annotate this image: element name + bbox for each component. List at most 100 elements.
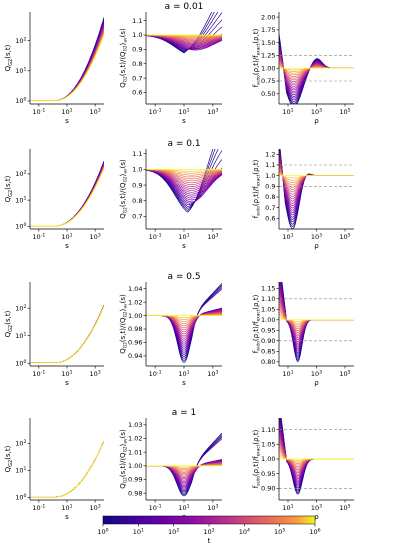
- series-line: [30, 167, 104, 227]
- series-line: [30, 29, 104, 101]
- series-line: [30, 305, 104, 364]
- series-line: [30, 305, 104, 364]
- series-line: [280, 418, 354, 491]
- series-group: [30, 440, 104, 498]
- series-group: [279, 282, 354, 363]
- series-line: [30, 168, 104, 227]
- series-line: [279, 149, 354, 228]
- x-tick-label: 10-1: [149, 503, 162, 512]
- x-tick-label: 10-1: [149, 369, 162, 378]
- x-tick-label: 103: [207, 107, 218, 116]
- series-line: [30, 163, 104, 227]
- row-title: a = 1: [172, 408, 197, 418]
- colorbar-tick-label: 106: [309, 527, 320, 536]
- y-tick-label: 0.95: [261, 327, 275, 335]
- x-axis-label: s: [182, 242, 186, 250]
- series-line: [280, 418, 354, 495]
- series-line: [30, 164, 104, 227]
- series-line: [30, 304, 104, 364]
- y-tick-label: 0.6: [265, 215, 275, 223]
- series-line: [146, 284, 222, 362]
- y-tick-label: 1.25: [261, 52, 275, 60]
- series-group: [279, 418, 354, 495]
- series-line: [30, 305, 104, 364]
- series-line: [30, 26, 104, 101]
- series-line: [30, 440, 104, 498]
- colorbar: 100 101 102 103 104 105 106 t: [97, 515, 321, 545]
- colorbar-tick-label: 104: [239, 527, 250, 536]
- y-tick-label: 1.0: [265, 172, 275, 180]
- y-tick-label: 101: [15, 66, 26, 75]
- series-line: [30, 161, 104, 227]
- series-line: [30, 305, 104, 364]
- series-group: [146, 149, 222, 213]
- y-tick-label: 1.01: [128, 448, 142, 456]
- y-tick-label: 0.80: [261, 358, 275, 366]
- series-line: [281, 282, 354, 361]
- y-axis-label: fauto(ρ,t)/fexact(ρ,t): [252, 28, 262, 87]
- y-axis-label: fauto(ρ,t)/fexact(ρ,t): [252, 429, 262, 488]
- y-tick-label: 0.7: [132, 213, 142, 221]
- x-axis-label: s: [65, 513, 69, 521]
- colorbar-gradient: [102, 515, 316, 525]
- x-axis-label: s: [65, 379, 69, 387]
- series-line: [30, 440, 104, 498]
- y-tick-label: 1.0: [132, 31, 142, 39]
- x-tick-label: 10-1: [149, 232, 162, 241]
- colorbar-tick-label: 101: [133, 527, 144, 536]
- series-line: [280, 418, 354, 494]
- series-line: [30, 440, 104, 498]
- series-line: [30, 305, 104, 364]
- series-line: [30, 440, 104, 498]
- series-line: [279, 289, 354, 341]
- x-axis-label: ρ: [314, 117, 319, 125]
- x-tick-label: 101: [282, 107, 293, 116]
- y-tick-label: 100: [15, 493, 26, 502]
- x-tick-label: 101: [61, 369, 72, 378]
- panel-r3-c2: 101 103 105 0.90 0.95 1.00 1.05 1.10 ρ fauto(ρ,t)…: [252, 418, 354, 521]
- colorbar-label: t: [208, 537, 211, 545]
- series-line: [279, 286, 354, 343]
- series-line: [30, 164, 104, 227]
- series-line: [30, 167, 104, 227]
- x-tick-label: 101: [178, 232, 189, 241]
- x-axis-label: ρ: [314, 513, 319, 521]
- series-line: [30, 440, 104, 498]
- y-tick-label: 1.15: [261, 285, 275, 293]
- x-axis-label: ρ: [314, 379, 319, 387]
- series-line: [30, 162, 104, 227]
- series-line: [30, 440, 104, 498]
- y-tick-label: 1.50: [261, 39, 275, 47]
- y-tick-label: 0.90: [261, 484, 275, 492]
- x-tick-label: 10-1: [32, 503, 45, 512]
- x-tick-label: 101: [178, 369, 189, 378]
- series-line: [279, 33, 354, 104]
- series-line: [280, 282, 354, 354]
- series-line: [30, 440, 104, 498]
- series-line: [279, 418, 354, 486]
- x-axis-label: ρ: [314, 242, 319, 250]
- y-tick-label: 1.02: [128, 298, 142, 306]
- x-tick-label: 103: [89, 107, 100, 116]
- series-line: [30, 166, 104, 227]
- y-tick-label: 1.00: [128, 312, 142, 320]
- y-tick-label: 0.7: [265, 204, 275, 212]
- series-line: [30, 305, 104, 364]
- series-line: [279, 284, 354, 344]
- series-line: [30, 305, 104, 364]
- x-tick-label: 103: [89, 369, 100, 378]
- series-line: [280, 418, 354, 492]
- series-line: [279, 172, 354, 181]
- series-line: [279, 294, 354, 337]
- series-line: [30, 166, 104, 227]
- y-tick-label: 1.0: [132, 166, 142, 174]
- series-group: [146, 283, 222, 364]
- series-line: [30, 305, 104, 364]
- series-line: [30, 305, 104, 364]
- series-line: [279, 157, 354, 202]
- y-tick-label: 0.94: [128, 352, 142, 360]
- series-line: [30, 305, 104, 364]
- series-line: [30, 305, 104, 364]
- panel-r2-c1: 10-1 101 103 0.94 0.96 0.98 1.00 1.02 1.04 s QG2(s…: [119, 282, 222, 387]
